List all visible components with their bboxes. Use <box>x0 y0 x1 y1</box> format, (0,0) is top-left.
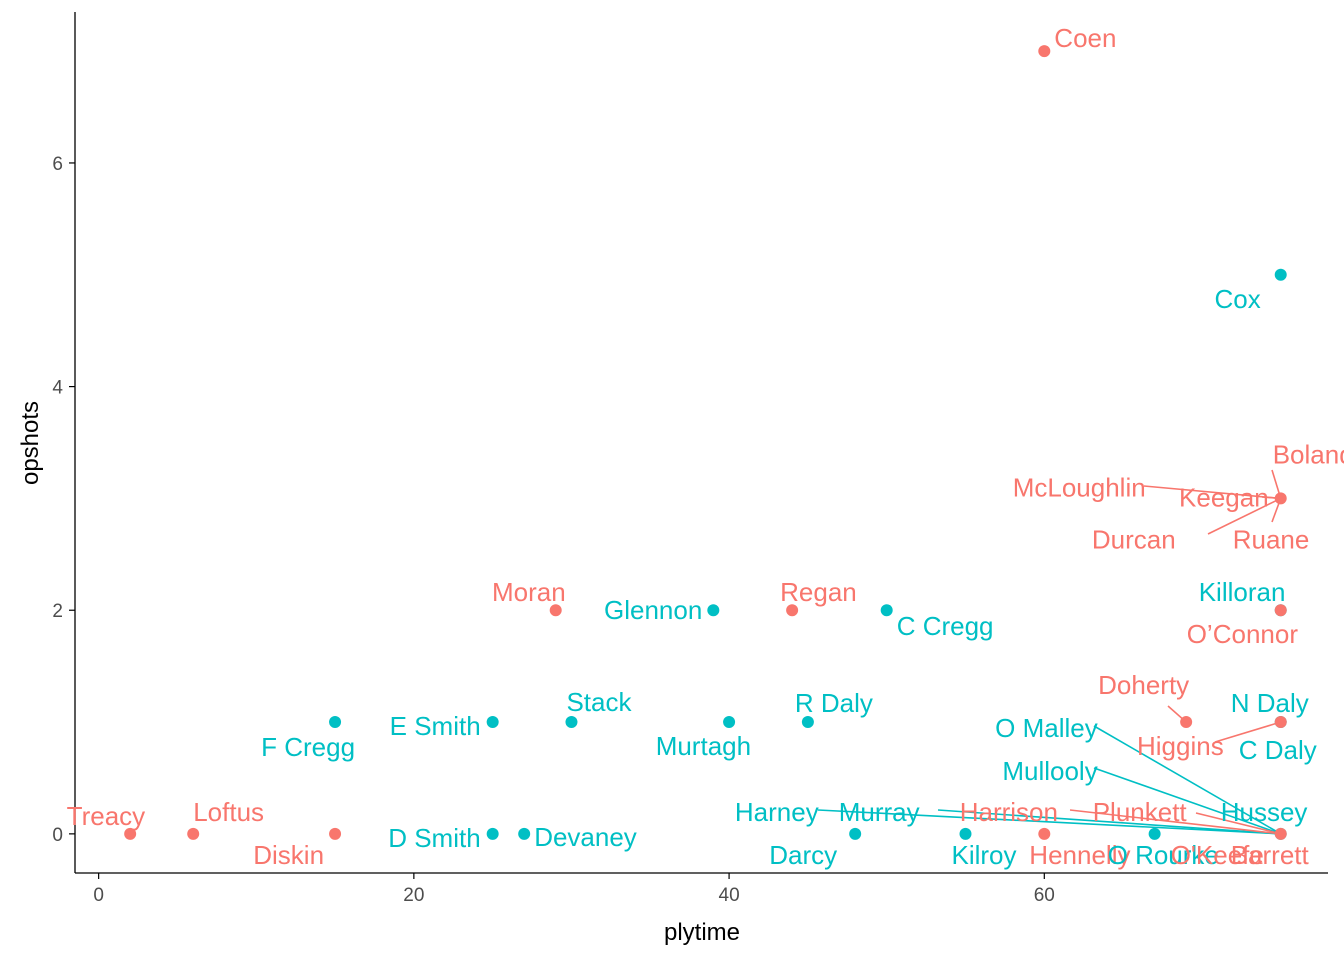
point-regan <box>786 604 799 617</box>
point-devaney <box>518 827 531 840</box>
connector-higgins <box>1214 721 1281 743</box>
label-barrett: Barrett <box>1231 840 1310 870</box>
label-f-cregg: F Cregg <box>261 732 355 762</box>
label-killoran: Killoran <box>1199 577 1286 607</box>
point-boland <box>1274 492 1287 505</box>
connector-murray <box>937 809 1281 835</box>
label-o-connor: O’Connor <box>1187 619 1299 649</box>
label-c-daly: C Daly <box>1239 735 1317 765</box>
point-diskin <box>329 827 342 840</box>
point-darcy <box>849 827 862 840</box>
connector-durcan <box>1207 497 1282 535</box>
label-hussey: Hussey <box>1221 797 1308 827</box>
point-o-rourke <box>1148 827 1161 840</box>
connector-harney <box>817 809 1281 835</box>
point-coen <box>1038 45 1051 58</box>
label-coen: Coen <box>1054 23 1116 53</box>
label-kilroy: Kilroy <box>951 840 1016 870</box>
label-treacy: Treacy <box>67 801 146 831</box>
label-higgins: Higgins <box>1137 731 1224 761</box>
label-connectors <box>817 469 1282 835</box>
point-stack <box>565 716 578 729</box>
point-c-cregg <box>880 604 893 617</box>
y-tick-label: 4 <box>52 378 63 399</box>
x-tick-label: 0 <box>93 885 104 906</box>
point-d-smith <box>486 827 499 840</box>
label-ruane: Ruane <box>1233 524 1310 554</box>
point-kilroy <box>959 827 972 840</box>
point-loftus <box>187 827 200 840</box>
x-tick-label: 40 <box>719 885 740 906</box>
label-stack: Stack <box>566 687 632 717</box>
point-murtagh <box>723 716 736 729</box>
label-r-daly: R Daly <box>795 688 873 718</box>
label-o-keefe: O'Keefe <box>1171 840 1264 870</box>
point-r-daly <box>801 716 814 729</box>
connector-mcloughlin <box>1143 485 1281 500</box>
label-e-smith: E Smith <box>390 711 481 741</box>
x-tick-label: 20 <box>403 885 424 906</box>
point-f-cregg <box>329 716 342 729</box>
y-tick-label: 2 <box>52 601 63 622</box>
ticks: 0 20 40 60 0 2 4 6 <box>52 154 1054 906</box>
x-tick-label: 60 <box>1034 885 1055 906</box>
label-cox: Cox <box>1214 284 1260 314</box>
connector-o-malley <box>1093 725 1282 835</box>
point-e-smith <box>486 716 499 729</box>
label-devaney: Devaney <box>534 822 637 852</box>
label-mcloughlin: McLoughlin <box>1013 472 1146 502</box>
label-hennelly: Hennelly <box>1029 840 1130 870</box>
point-treacy <box>124 827 137 840</box>
y-tick-label: 0 <box>52 825 63 846</box>
point-cox <box>1274 268 1287 281</box>
point-harrison <box>1274 827 1287 840</box>
label-boland: Boland <box>1273 439 1344 469</box>
label-loftus: Loftus <box>193 797 264 827</box>
y-tick-label: 6 <box>52 154 63 175</box>
label-regan: Regan <box>780 577 857 607</box>
label-d-smith: D Smith <box>388 823 480 853</box>
point-o-connor <box>1274 604 1287 617</box>
point-glennon <box>707 604 720 617</box>
data-points <box>124 45 1287 840</box>
label-glennon: Glennon <box>604 595 702 625</box>
label-harney: Harney <box>735 797 819 827</box>
label-diskin: Diskin <box>253 840 324 870</box>
label-moran: Moran <box>492 577 566 607</box>
label-murray: Murray <box>839 797 920 827</box>
label-keegan: Keegan <box>1179 482 1269 512</box>
label-murtagh: Murtagh <box>656 731 751 761</box>
label-durcan: Durcan <box>1092 524 1176 554</box>
y-axis-title: opshots <box>17 401 44 485</box>
point-hennelly <box>1038 827 1051 840</box>
label-o-malley: O Malley <box>995 713 1098 743</box>
axes <box>74 12 1328 874</box>
point-higgins <box>1274 716 1287 729</box>
label-c-cregg: C Cregg <box>897 611 994 641</box>
label-darcy: Darcy <box>769 840 837 870</box>
point-moran <box>549 604 562 617</box>
label-mullooly: Mullooly <box>1002 756 1097 786</box>
label-o-rourke: O Rourke <box>1108 840 1219 870</box>
connector-plunkett <box>1195 812 1281 835</box>
label-plunkett: Plunkett <box>1093 797 1188 827</box>
connector-mullooly <box>1093 767 1281 835</box>
label-n-daly: N Daly <box>1231 688 1309 718</box>
label-harrison: Harrison <box>960 797 1058 827</box>
label-doherty: Doherty <box>1098 670 1189 700</box>
connector-harrison <box>1069 809 1281 835</box>
x-axis-title: plytime <box>664 919 740 946</box>
point-doherty <box>1180 716 1193 729</box>
